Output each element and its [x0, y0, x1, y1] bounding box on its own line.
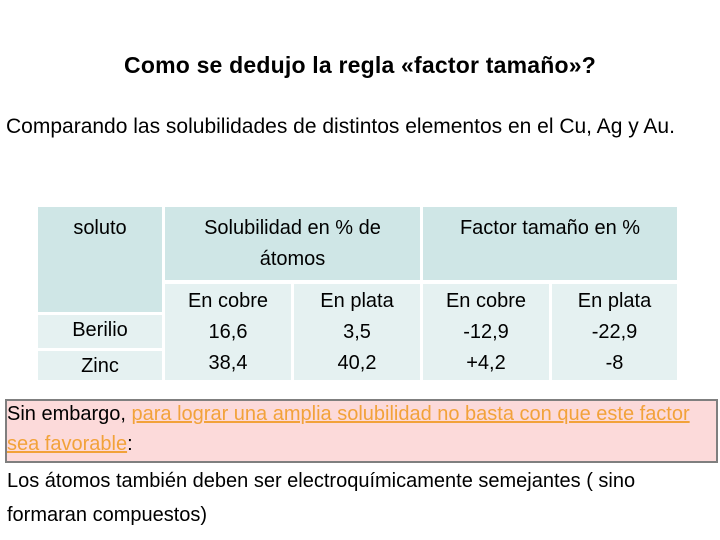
row-label-berilio: Berilio: [38, 315, 162, 348]
intro-paragraph: Comparando las solubilidades de distinto…: [6, 115, 675, 138]
cell-zinc-fac-cobre: +4,2: [466, 352, 506, 374]
cell-berilio-sol-plata: 3,5: [343, 321, 371, 343]
cell-zinc-sol-plata: 40,2: [337, 352, 377, 374]
cell-zinc-fac-plata: -8: [605, 352, 624, 374]
sol-plata-column: En plata 3,5 40,2: [294, 284, 420, 380]
header-factor: Factor tamaño en %: [423, 207, 677, 280]
cell-berilio-fac-plata: -22,9: [591, 321, 638, 343]
subheader-fac-plata: En plata: [577, 290, 652, 312]
cell-berilio-fac-cobre: -12,9: [463, 321, 509, 343]
header-soluto: soluto: [38, 207, 162, 312]
slide-title: Como se dedujo la regla «factor tamaño»?: [124, 52, 596, 78]
row-label-zinc: Zinc: [38, 351, 162, 380]
sol-cobre-column: En cobre 16,6 38,4: [165, 284, 291, 380]
highlight-end: :: [127, 433, 133, 455]
cell-berilio-sol-cobre: 16,6: [208, 321, 248, 343]
closing-paragraph: Los átomos también deben ser electroquím…: [7, 470, 636, 526]
highlight-lead: Sin embargo,: [7, 403, 132, 425]
fac-plata-column: En plata -22,9 -8: [552, 284, 677, 380]
cell-zinc-sol-cobre: 38,4: [208, 352, 248, 374]
highlight-box: [5, 399, 718, 463]
header-solubilidad: Solubilidad en % de átomos: [165, 207, 420, 280]
fac-cobre-column: En cobre -12,9 +4,2: [423, 284, 549, 380]
highlight-orange-text: para lograr una amplia solubilidad no ba…: [7, 403, 690, 455]
subheader-fac-cobre: En cobre: [445, 290, 527, 312]
highlight-paragraph: Sin embargo, para lograr una amplia solu…: [7, 399, 717, 459]
subheader-sol-plata: En plata: [320, 290, 394, 312]
subheader-sol-cobre: En cobre: [187, 290, 269, 312]
